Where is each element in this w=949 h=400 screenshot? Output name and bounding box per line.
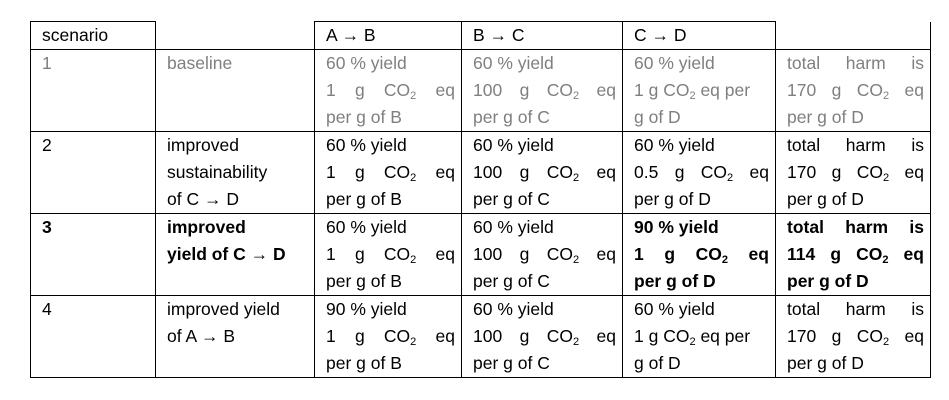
c-to-d-cell: 60 % yield 1 g CO2 eq per g of D — [622, 295, 776, 378]
b-to-c-cell: 60 % yield 100 g CO2 eq per g of C — [461, 131, 623, 214]
scenario-table-container: scenario A → B B → C C → D 1 baseline 60… — [30, 21, 931, 378]
scenario-table: scenario A → B B → C C → D 1 baseline 60… — [30, 21, 931, 378]
scenario-description: improved yield of A → B — [155, 295, 315, 378]
a-to-b-cell: 60 % yield 1 g CO2 eq per g of B — [314, 213, 462, 296]
total-harm-cell: total harm is 170 g CO2 eq per g of D — [775, 295, 931, 378]
scenario-number: 3 — [30, 213, 156, 296]
total-harm-cell: total harm is 170 g CO2 eq per g of D — [775, 131, 931, 214]
a-to-b-cell: 60 % yield 1 g CO2 eq per g of B — [314, 131, 462, 214]
scenario-description: baseline — [155, 49, 315, 132]
header-a-to-b: A → B — [314, 21, 462, 50]
table-row: 2 improved sustainability of C → D 60 % … — [30, 131, 931, 214]
header-scenario: scenario — [30, 21, 156, 50]
scenario-number: 4 — [30, 295, 156, 378]
scenario-description: improved yield of C → D — [155, 213, 315, 296]
b-to-c-cell: 60 % yield 100 g CO2 eq per g of C — [461, 49, 623, 132]
table-row: 1 baseline 60 % yield 1 g CO2 eq per g of B… — [30, 49, 931, 132]
header-total — [775, 21, 931, 50]
header-b-to-c: B → C — [461, 21, 623, 50]
a-to-b-cell: 60 % yield 1 g CO2 eq per g of B — [314, 49, 462, 132]
header-description — [155, 21, 315, 50]
scenario-number: 2 — [30, 131, 156, 214]
total-harm-cell: total harm is 114 g CO2 eq per g of D — [775, 213, 931, 296]
scenario-description: improved sustainability of C → D — [155, 131, 315, 214]
header-c-to-d: C → D — [622, 21, 776, 50]
header-row: scenario A → B B → C C → D — [30, 21, 931, 50]
c-to-d-cell: 90 % yield 1 g CO2 eq per g of D — [622, 213, 776, 296]
b-to-c-cell: 60 % yield 100 g CO2 eq per g of C — [461, 213, 623, 296]
total-harm-cell: total harm is 170 g CO2 eq per g of D — [775, 49, 931, 132]
scenario-number: 1 — [30, 49, 156, 132]
a-to-b-cell: 90 % yield 1 g CO2 eq per g of B — [314, 295, 462, 378]
c-to-d-cell: 60 % yield 1 g CO2 eq per g of D — [622, 49, 776, 132]
c-to-d-cell: 60 % yield 0.5 g CO2 eq per g of D — [622, 131, 776, 214]
b-to-c-cell: 60 % yield 100 g CO2 eq per g of C — [461, 295, 623, 378]
